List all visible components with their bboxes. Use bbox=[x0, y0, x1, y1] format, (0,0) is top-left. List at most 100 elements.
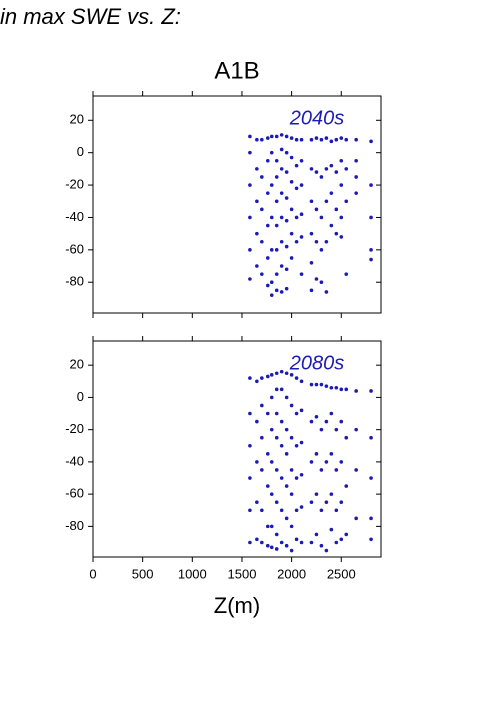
scatter-point bbox=[284, 150, 289, 155]
scatter-point bbox=[319, 280, 324, 285]
scatter-point bbox=[369, 476, 373, 480]
x-tick-label: 0 bbox=[89, 566, 96, 581]
scatter-point bbox=[324, 460, 329, 464]
scatter-point bbox=[248, 443, 252, 448]
scatter-point bbox=[274, 199, 279, 204]
y-tick-label: -60 bbox=[65, 241, 84, 256]
scatter-point bbox=[279, 369, 284, 374]
scatter-point bbox=[319, 382, 324, 387]
scatter-point bbox=[299, 137, 304, 142]
scatter-point bbox=[299, 472, 304, 477]
y-tick-label: -20 bbox=[65, 421, 84, 436]
scatter-point bbox=[269, 150, 274, 155]
scatter-point bbox=[260, 137, 264, 142]
scatter-point bbox=[274, 547, 279, 551]
scatter-point bbox=[299, 408, 304, 413]
scatter-point bbox=[279, 167, 284, 171]
scatter-point bbox=[319, 175, 324, 179]
scatter-point bbox=[344, 272, 349, 276]
scatter-point bbox=[334, 468, 339, 472]
scatter-point bbox=[354, 389, 358, 393]
scatter-point bbox=[279, 239, 284, 244]
scatter-point bbox=[309, 500, 314, 504]
scatter-point bbox=[329, 191, 334, 195]
scatter-point bbox=[269, 183, 274, 187]
scatter-point bbox=[284, 196, 289, 200]
scatter-point bbox=[314, 207, 319, 212]
scatter-point bbox=[279, 508, 284, 513]
scatter-point bbox=[255, 199, 259, 204]
scatter-point bbox=[265, 484, 270, 488]
scatter-point bbox=[339, 460, 344, 464]
scatter-point bbox=[329, 452, 334, 456]
scatter-point bbox=[344, 199, 349, 204]
scatter-point bbox=[260, 207, 264, 212]
scatter-point bbox=[309, 199, 314, 204]
scatter-point bbox=[314, 382, 319, 387]
scatter-point bbox=[369, 139, 373, 144]
scatter-point bbox=[248, 508, 252, 513]
scatter-point bbox=[369, 257, 373, 262]
scatter-point bbox=[289, 155, 294, 160]
scatter-point bbox=[319, 543, 324, 548]
scatter-point bbox=[309, 382, 314, 387]
scatter-point bbox=[319, 137, 324, 142]
scatter-point bbox=[344, 167, 349, 171]
scatter-point bbox=[329, 385, 334, 390]
scatter-point bbox=[284, 452, 289, 456]
scatter-point bbox=[334, 427, 339, 432]
scatter-point bbox=[274, 288, 279, 293]
scatter-point bbox=[274, 223, 279, 228]
scatter-point bbox=[314, 277, 319, 281]
x-tick-label: 1000 bbox=[178, 566, 207, 581]
scatter-point bbox=[265, 524, 270, 529]
scatter-point bbox=[294, 215, 299, 220]
scatter-point bbox=[289, 207, 294, 212]
scatter-point bbox=[299, 158, 304, 163]
scatter-point bbox=[324, 548, 329, 553]
scatter-point bbox=[269, 395, 274, 400]
scatter-point bbox=[255, 137, 259, 142]
panel-annotation: 2040s bbox=[289, 107, 345, 129]
y-tick-label: 0 bbox=[77, 144, 84, 159]
scatter-point bbox=[265, 283, 270, 288]
scatter-point bbox=[265, 374, 270, 379]
scatter-point bbox=[284, 286, 289, 291]
scatter-point bbox=[260, 540, 264, 545]
x-tick-label: 2500 bbox=[327, 566, 356, 581]
scatter-point bbox=[299, 183, 304, 187]
scatter-point bbox=[329, 223, 334, 228]
scatter-point bbox=[309, 137, 314, 142]
scatter-point bbox=[344, 435, 349, 440]
scatter-point bbox=[274, 175, 279, 179]
scatter-point bbox=[274, 435, 279, 440]
scatter-point bbox=[248, 540, 252, 545]
scatter-point bbox=[299, 379, 304, 384]
scatter-point bbox=[299, 212, 304, 217]
scatter-point bbox=[324, 419, 329, 424]
scatter-point bbox=[314, 136, 319, 140]
scatter-point bbox=[294, 508, 299, 513]
scatter-point bbox=[274, 248, 279, 252]
y-tick-label: -80 bbox=[65, 274, 84, 289]
scatter-point bbox=[289, 256, 294, 260]
scatter-point bbox=[269, 545, 274, 550]
scatter-point bbox=[269, 524, 274, 529]
scatter-point bbox=[284, 218, 289, 223]
scatter-point bbox=[260, 239, 264, 244]
scatter-point bbox=[309, 288, 314, 293]
scatter-point bbox=[289, 548, 294, 553]
scatter-point bbox=[248, 476, 252, 480]
scatter-point bbox=[329, 139, 334, 144]
y-tick-label: -40 bbox=[65, 209, 84, 224]
scatter-point bbox=[334, 231, 339, 236]
scatter-point bbox=[284, 267, 289, 272]
scatter-point bbox=[309, 460, 314, 464]
y-tick-label: -60 bbox=[65, 486, 84, 501]
scatter-point bbox=[284, 484, 289, 488]
scatter-point bbox=[260, 272, 264, 276]
scatter-point bbox=[339, 537, 344, 542]
scatter-point bbox=[248, 150, 252, 155]
scatter-point bbox=[255, 500, 259, 504]
